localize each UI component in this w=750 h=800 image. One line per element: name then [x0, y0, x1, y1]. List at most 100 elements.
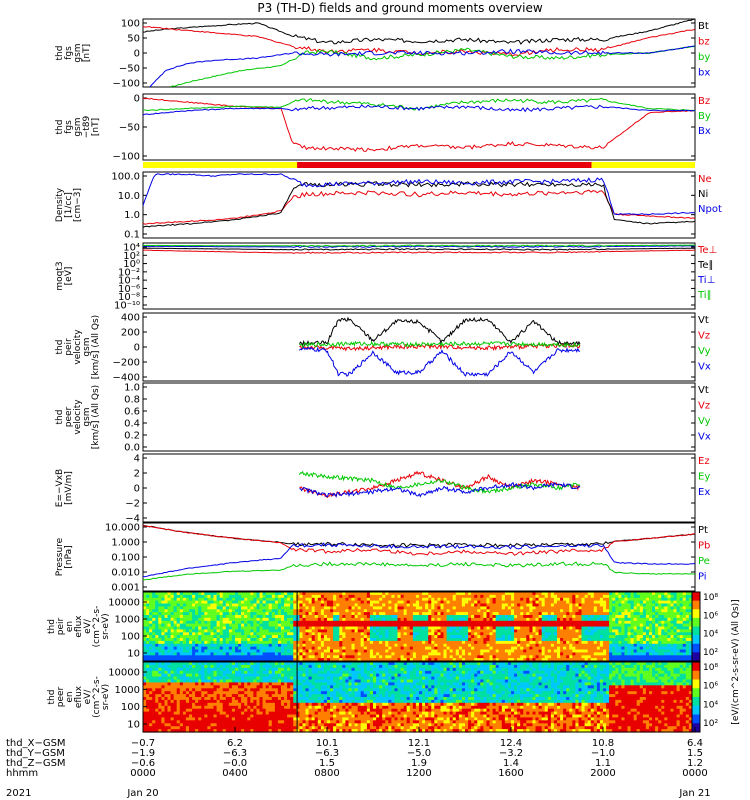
heatmap-cell	[357, 632, 362, 636]
heatmap-cell	[176, 632, 181, 636]
heatmap-cell	[431, 638, 435, 642]
heatmap-cell	[305, 646, 310, 651]
heatmap-cell	[247, 617, 251, 622]
heatmap-cell	[244, 615, 248, 619]
heatmap-cell	[195, 685, 199, 689]
heatmap-cell	[373, 652, 377, 656]
heatmap-cell	[538, 646, 543, 651]
heatmap-cell	[317, 594, 322, 599]
heatmap-cell	[161, 667, 166, 672]
heatmap-cell	[440, 652, 445, 656]
heatmap-cell	[544, 629, 549, 633]
heatmap-cell	[507, 658, 512, 662]
heatmap-cell	[143, 597, 147, 602]
heatmap-cell	[155, 714, 159, 718]
heatmap-cell	[170, 685, 175, 689]
heatmap-cell	[471, 623, 475, 628]
legend-Vz: Vz	[698, 401, 710, 412]
heatmap-cell	[428, 658, 432, 662]
heatmap-cell	[664, 646, 668, 651]
heatmap-cell	[345, 600, 350, 605]
heatmap-cell	[458, 655, 463, 659]
series-Vt	[298, 316, 581, 347]
heatmap-cell	[603, 646, 607, 651]
heatmap-cell	[397, 600, 402, 605]
heatmap-cell	[618, 626, 622, 630]
ylabel-line: gsm	[82, 337, 92, 356]
heatmap-cell	[167, 638, 172, 642]
heatmap-cell	[366, 592, 371, 596]
heatmap-cell	[189, 717, 193, 721]
heatmap-cell	[511, 606, 515, 610]
heatmap-cell	[645, 638, 650, 642]
heatmap-cell	[609, 626, 613, 630]
heatmap-cell	[250, 603, 254, 607]
heatmap-cell	[281, 640, 285, 645]
heatmap-cell	[688, 615, 693, 619]
heatmap-cell	[348, 592, 353, 596]
heatmap-cell	[688, 655, 693, 659]
heatmap-cell	[164, 612, 169, 616]
y-tick-label: 10.0	[118, 191, 140, 202]
heatmap-cell	[293, 620, 297, 625]
heatmap-cell	[645, 592, 650, 596]
heatmap-cell	[624, 615, 629, 619]
heatmap-cell	[566, 612, 570, 616]
heatmap-cell	[388, 620, 392, 625]
heatmap-cell	[192, 620, 196, 625]
heatmap-cell	[379, 638, 383, 642]
heatmap-cell	[569, 623, 573, 628]
heatmap-cell	[210, 658, 215, 662]
heatmap-cell	[636, 594, 641, 599]
heatmap-cell	[345, 649, 350, 653]
heatmap-cell	[268, 603, 273, 607]
heatmap-cell	[403, 612, 408, 616]
heatmap-cell	[247, 632, 251, 636]
heatmap-cell	[308, 592, 313, 596]
heatmap-cell	[308, 612, 313, 616]
heatmap-cell	[293, 643, 297, 648]
heatmap-cell	[419, 652, 423, 656]
heatmap-cell	[146, 702, 150, 707]
heatmap-cell	[584, 592, 589, 596]
heatmap-cell	[446, 623, 451, 628]
heatmap-cell	[204, 592, 208, 596]
heatmap-cell	[639, 617, 644, 622]
heatmap-cell	[391, 655, 396, 659]
heatmap-cell	[176, 717, 181, 721]
heatmap-cell	[523, 640, 527, 645]
heatmap-cell	[517, 643, 521, 648]
heatmap-cell	[495, 592, 500, 596]
heatmap-cell	[636, 655, 641, 659]
heatmap-cell	[553, 652, 558, 656]
heatmap-cell	[342, 635, 346, 639]
heatmap-cell	[655, 600, 659, 605]
heatmap-cell	[679, 658, 684, 662]
heatmap-cell	[296, 612, 300, 616]
heatmap-cell	[259, 658, 264, 662]
heatmap-cell	[161, 717, 166, 721]
heatmap-cell	[259, 597, 264, 602]
heatmap-cell	[143, 655, 147, 659]
heatmap-cell	[523, 597, 527, 602]
heatmap-cell	[685, 626, 690, 630]
heatmap-cell	[207, 615, 212, 619]
heatmap-cell	[348, 594, 353, 599]
heatmap-cell	[474, 640, 478, 645]
heatmap-cell	[553, 655, 558, 659]
heatmap-cell	[581, 620, 586, 625]
heatmap-cell	[247, 638, 251, 642]
heatmap-cell	[649, 609, 653, 613]
heatmap-cell	[185, 606, 190, 610]
heatmap-cell	[173, 679, 178, 683]
heatmap-cell	[415, 626, 420, 630]
heatmap-cell	[649, 615, 653, 619]
heatmap-cell	[409, 646, 414, 651]
heatmap-cell	[262, 643, 267, 648]
heatmap-cell	[342, 638, 346, 642]
heatmap-cell	[569, 594, 573, 599]
heatmap-cell	[618, 652, 622, 656]
heatmap-cell	[327, 626, 331, 630]
heatmap-cell	[603, 626, 607, 630]
heatmap-cell	[235, 615, 239, 619]
